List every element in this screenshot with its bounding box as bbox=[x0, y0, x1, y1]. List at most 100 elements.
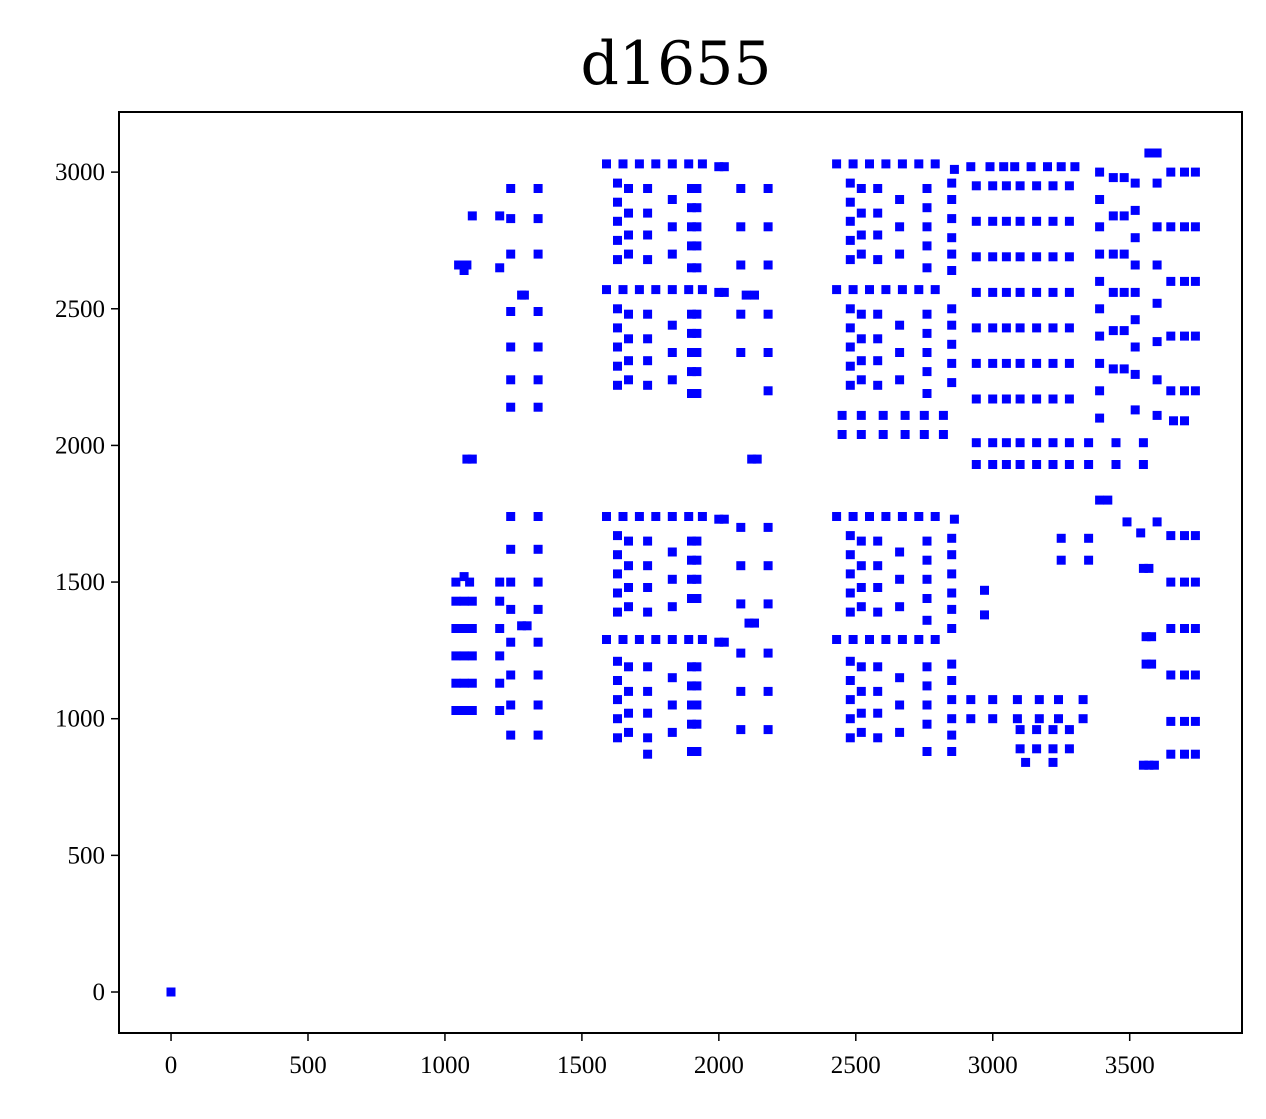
data-point bbox=[988, 438, 998, 448]
data-point bbox=[865, 159, 874, 169]
data-point bbox=[1147, 632, 1157, 642]
data-point bbox=[845, 235, 855, 245]
data-point bbox=[1015, 460, 1025, 469]
data-point bbox=[643, 356, 653, 366]
data-point bbox=[988, 714, 998, 724]
data-point bbox=[1190, 276, 1200, 286]
data-point bbox=[1064, 460, 1074, 469]
data-point bbox=[947, 266, 957, 275]
data-point bbox=[845, 714, 855, 724]
data-point bbox=[845, 607, 855, 617]
data-point bbox=[643, 749, 653, 759]
data-point bbox=[1190, 716, 1200, 726]
data-point bbox=[763, 522, 773, 532]
data-point bbox=[506, 375, 516, 385]
data-point bbox=[895, 348, 905, 357]
data-point bbox=[1130, 342, 1140, 352]
data-point bbox=[947, 695, 957, 705]
data-point bbox=[692, 309, 702, 319]
data-point bbox=[930, 285, 940, 295]
data-point bbox=[667, 635, 677, 644]
data-point bbox=[900, 410, 910, 420]
data-point bbox=[692, 594, 702, 603]
data-point bbox=[1084, 555, 1094, 565]
data-point bbox=[506, 214, 516, 224]
data-point bbox=[1056, 533, 1066, 543]
data-point bbox=[1064, 394, 1074, 404]
data-point bbox=[895, 320, 905, 330]
data-point bbox=[467, 651, 477, 661]
data-point bbox=[763, 348, 773, 357]
data-point bbox=[922, 700, 932, 710]
data-point bbox=[533, 700, 543, 710]
data-point bbox=[988, 460, 998, 469]
data-point bbox=[763, 561, 773, 571]
data-point bbox=[687, 536, 696, 546]
data-point bbox=[988, 358, 998, 368]
data-point bbox=[692, 367, 702, 377]
data-point bbox=[692, 719, 702, 729]
data-point bbox=[459, 678, 469, 688]
data-point bbox=[459, 651, 469, 661]
data-point bbox=[988, 216, 998, 226]
data-point bbox=[922, 241, 932, 251]
data-point bbox=[719, 514, 729, 524]
data-point bbox=[763, 725, 773, 735]
data-point bbox=[966, 695, 976, 705]
data-point bbox=[856, 583, 866, 592]
y-tick-label: 2000 bbox=[55, 432, 105, 459]
data-point bbox=[495, 577, 505, 587]
x-tick-label: 1500 bbox=[557, 1052, 607, 1079]
data-point bbox=[459, 706, 469, 715]
data-point bbox=[624, 561, 633, 571]
data-point bbox=[684, 159, 694, 169]
y-tick-label: 1000 bbox=[55, 706, 105, 733]
data-point bbox=[519, 290, 529, 300]
data-point bbox=[1152, 517, 1162, 527]
data-point bbox=[667, 700, 677, 710]
data-point bbox=[667, 602, 677, 612]
data-point bbox=[506, 249, 516, 259]
data-point bbox=[692, 348, 702, 357]
data-point bbox=[873, 686, 883, 696]
data-point bbox=[1015, 438, 1025, 448]
data-point bbox=[613, 676, 622, 685]
data-point bbox=[922, 747, 932, 756]
data-point bbox=[845, 255, 855, 265]
data-point bbox=[1166, 331, 1176, 341]
data-point bbox=[506, 637, 516, 647]
data-point bbox=[966, 162, 976, 172]
data-point bbox=[1015, 323, 1025, 333]
data-point bbox=[845, 733, 855, 743]
data-point bbox=[613, 255, 622, 265]
chart-title: d1655 bbox=[580, 29, 771, 99]
data-point bbox=[634, 159, 644, 169]
data-point bbox=[522, 621, 532, 631]
data-point bbox=[1166, 716, 1176, 726]
data-point bbox=[667, 348, 677, 357]
data-point bbox=[914, 159, 924, 169]
data-point bbox=[999, 162, 1009, 172]
data-point bbox=[736, 561, 746, 571]
data-point bbox=[1119, 249, 1129, 259]
data-point bbox=[845, 695, 855, 705]
data-point bbox=[467, 211, 477, 221]
data-point bbox=[1190, 167, 1200, 177]
data-point bbox=[506, 512, 516, 521]
data-point bbox=[1001, 287, 1011, 297]
data-point bbox=[634, 285, 644, 295]
data-point bbox=[845, 178, 855, 188]
data-point bbox=[495, 706, 505, 715]
data-point bbox=[624, 686, 633, 696]
data-point bbox=[1152, 222, 1162, 232]
data-point bbox=[1015, 394, 1025, 404]
data-point bbox=[1015, 181, 1025, 191]
data-point bbox=[1084, 460, 1094, 469]
data-point bbox=[1001, 181, 1011, 191]
data-point bbox=[1015, 725, 1025, 735]
data-point bbox=[873, 536, 883, 546]
data-point bbox=[1048, 744, 1058, 754]
data-point bbox=[1166, 222, 1176, 232]
data-point bbox=[878, 430, 888, 439]
data-point bbox=[618, 512, 628, 521]
